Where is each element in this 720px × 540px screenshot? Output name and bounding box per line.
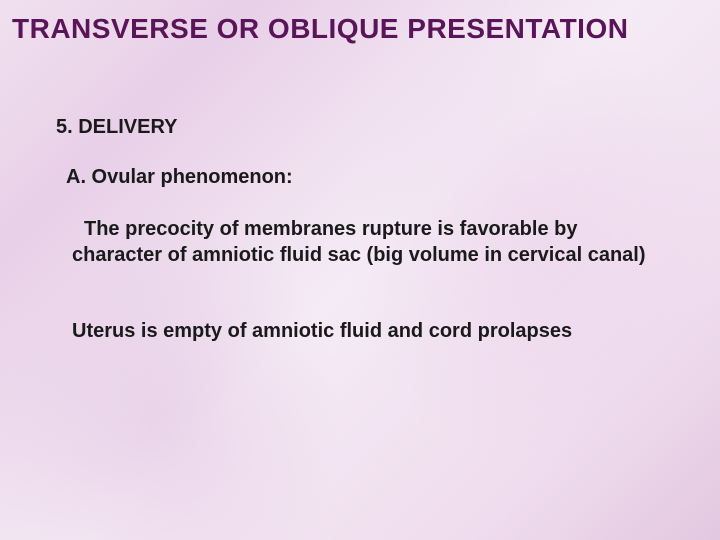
paragraph-1: The precocity of membranes rupture is fa… (72, 216, 660, 269)
subheading: A. Ovular phenomenon: (66, 166, 293, 189)
paragraph-2: Uterus is empty of amniotic fluid and co… (72, 318, 670, 344)
section-number: 5. DELIVERY (56, 116, 178, 139)
slide-container: TRANSVERSE OR OBLIQUE PRESENTATION 5. DE… (0, 0, 720, 540)
slide-title: TRANSVERSE OR OBLIQUE PRESENTATION (12, 14, 708, 45)
